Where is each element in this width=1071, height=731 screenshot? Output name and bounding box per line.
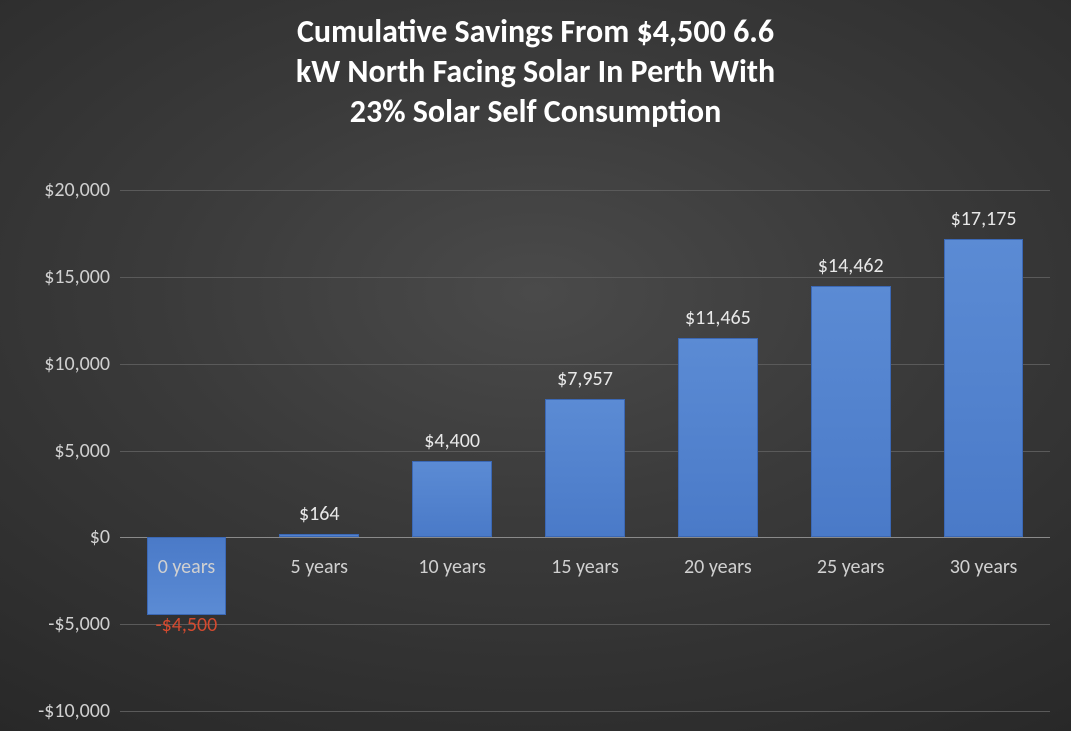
title-line: 23% Solar Self Consumption [60,92,1011,132]
x-category-label: 25 years [817,555,885,579]
data-label: -$4,500 [156,613,218,637]
data-label: $7,957 [557,367,613,391]
x-category-label: 0 years [158,555,215,579]
title-line: kW North Facing Solar In Perth With [60,52,1011,92]
y-tick-label: $10,000 [44,352,110,376]
data-label: $14,462 [818,254,884,278]
gridline [120,277,1050,278]
chart-title: Cumulative Savings From $4,500 6.6kW Nor… [0,12,1071,132]
y-tick-label: $0 [90,525,110,549]
gridline [120,364,1050,365]
x-category-label: 10 years [418,555,486,579]
data-label: $164 [299,502,340,526]
data-label: $4,400 [424,429,480,453]
data-label: $11,465 [685,306,751,330]
bar [412,461,492,537]
gridline [120,711,1050,712]
gridline [120,190,1050,191]
data-label: $17,175 [951,207,1017,231]
y-tick-label: $5,000 [54,439,110,463]
y-tick-label: -$10,000 [38,699,110,723]
plot-area: -$10,000-$5,000$0$5,000$10,000$15,000$20… [120,190,1050,711]
bar [678,338,758,537]
zero-line [120,537,1050,538]
x-category-label: 20 years [684,555,752,579]
x-category-label: 30 years [950,555,1018,579]
x-category-label: 5 years [291,555,348,579]
y-tick-label: $15,000 [44,265,110,289]
x-category-label: 15 years [551,555,619,579]
y-tick-label: -$5,000 [48,612,110,636]
chart-container: Cumulative Savings From $4,500 6.6kW Nor… [0,0,1071,731]
bar [944,239,1024,537]
y-tick-label: $20,000 [44,178,110,202]
bar [811,286,891,537]
bar [545,399,625,537]
bar [279,534,359,537]
gridline [120,624,1050,625]
title-line: Cumulative Savings From $4,500 6.6 [60,12,1011,52]
